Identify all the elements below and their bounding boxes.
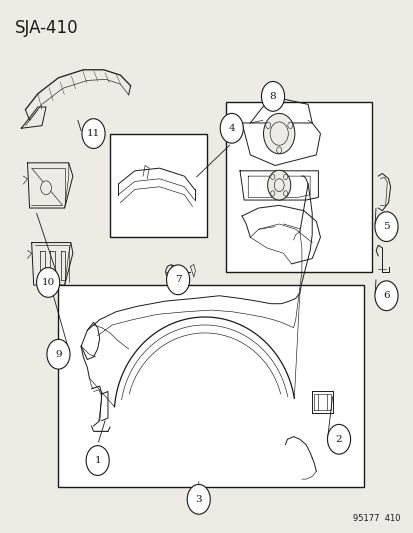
Circle shape bbox=[82, 119, 105, 149]
FancyBboxPatch shape bbox=[225, 102, 371, 272]
Text: 4: 4 bbox=[228, 124, 235, 133]
Circle shape bbox=[165, 265, 176, 279]
Circle shape bbox=[270, 191, 274, 196]
Circle shape bbox=[220, 114, 243, 143]
Circle shape bbox=[265, 122, 270, 128]
Text: 1: 1 bbox=[94, 456, 101, 465]
Circle shape bbox=[166, 265, 189, 295]
Circle shape bbox=[187, 484, 210, 514]
Circle shape bbox=[374, 281, 397, 311]
Text: 11: 11 bbox=[87, 129, 100, 138]
Circle shape bbox=[283, 191, 287, 196]
Text: 10: 10 bbox=[41, 278, 55, 287]
Circle shape bbox=[270, 174, 274, 180]
Circle shape bbox=[86, 446, 109, 475]
FancyBboxPatch shape bbox=[110, 134, 206, 237]
Circle shape bbox=[267, 170, 290, 200]
Circle shape bbox=[273, 179, 283, 191]
Circle shape bbox=[374, 212, 397, 241]
Circle shape bbox=[269, 122, 287, 146]
Circle shape bbox=[327, 424, 350, 454]
Text: 95177  410: 95177 410 bbox=[353, 514, 400, 523]
Text: SJA-410: SJA-410 bbox=[15, 19, 78, 37]
Circle shape bbox=[47, 340, 70, 369]
Circle shape bbox=[276, 147, 281, 154]
Circle shape bbox=[36, 268, 59, 297]
Text: 9: 9 bbox=[55, 350, 62, 359]
Text: 7: 7 bbox=[174, 275, 181, 284]
Circle shape bbox=[263, 114, 294, 154]
Text: 3: 3 bbox=[195, 495, 202, 504]
Text: 8: 8 bbox=[269, 92, 275, 101]
Circle shape bbox=[287, 122, 292, 128]
Text: 6: 6 bbox=[382, 291, 389, 300]
FancyBboxPatch shape bbox=[58, 285, 363, 487]
Circle shape bbox=[283, 174, 287, 180]
Text: 5: 5 bbox=[382, 222, 389, 231]
Circle shape bbox=[261, 82, 284, 111]
Circle shape bbox=[40, 181, 51, 195]
Text: 2: 2 bbox=[335, 435, 342, 444]
